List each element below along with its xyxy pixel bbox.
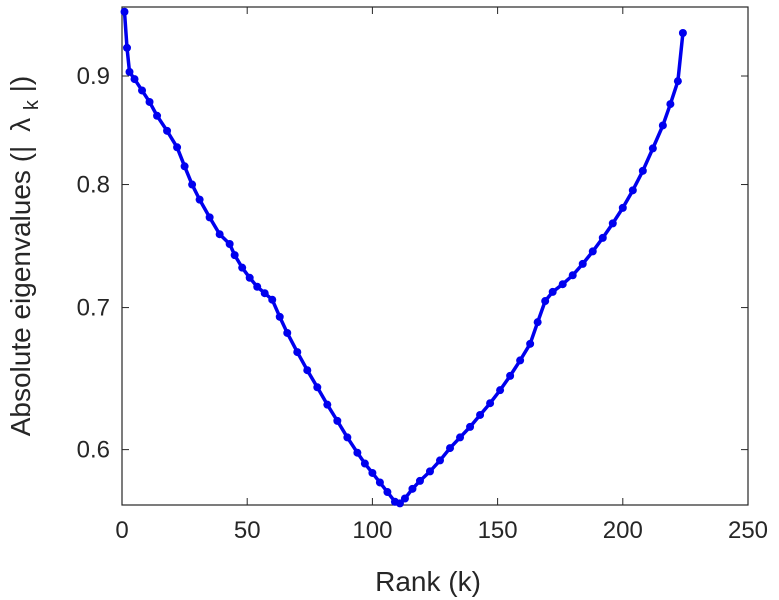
data-point xyxy=(293,348,302,357)
x-tick-label: 50 xyxy=(234,517,261,544)
data-point xyxy=(253,282,262,291)
x-tick-label: 100 xyxy=(352,517,392,544)
data-point xyxy=(425,467,434,476)
data-point xyxy=(476,410,485,419)
x-axis-label: Rank (k) xyxy=(375,566,481,597)
data-point xyxy=(245,273,254,282)
data-point xyxy=(400,494,409,503)
data-point xyxy=(215,230,224,239)
data-point xyxy=(138,86,147,95)
data-point xyxy=(466,422,475,431)
data-point xyxy=(658,121,667,130)
data-point xyxy=(496,386,505,395)
data-point xyxy=(506,371,515,380)
y-axis-label-subscript: k xyxy=(21,99,43,110)
data-point xyxy=(383,488,392,497)
data-point xyxy=(408,484,417,493)
data-point xyxy=(353,448,362,457)
data-point xyxy=(275,312,284,321)
data-point xyxy=(323,400,332,409)
y-tick-label: 0.7 xyxy=(77,295,110,322)
y-tick-label: 0.9 xyxy=(77,63,110,90)
data-point xyxy=(673,77,682,86)
y-axis-label-prefix: Absolute eigenvalues (| xyxy=(5,146,36,437)
data-point xyxy=(486,399,495,408)
y-tick-labels: 0.6 0.7 0.8 0.9 xyxy=(77,63,110,464)
data-point xyxy=(446,444,455,453)
data-point xyxy=(678,29,687,38)
y-tick-label: 0.6 xyxy=(77,437,110,464)
data-point xyxy=(145,97,154,106)
y-tick-label: 0.8 xyxy=(77,172,110,199)
x-tick-label: 0 xyxy=(115,517,128,544)
data-point xyxy=(360,459,369,468)
data-point xyxy=(120,7,129,16)
data-point xyxy=(130,75,139,84)
data-point xyxy=(230,251,239,260)
data-point xyxy=(333,416,342,425)
y-axis-label-symbol: λ xyxy=(5,118,36,132)
data-point xyxy=(283,328,292,337)
data-point xyxy=(618,203,627,212)
data-point xyxy=(153,111,162,120)
data-point xyxy=(533,318,542,327)
data-point xyxy=(375,478,384,487)
data-point xyxy=(548,287,557,296)
data-point xyxy=(526,339,535,348)
data-point xyxy=(163,126,172,135)
data-point xyxy=(588,247,597,256)
data-point xyxy=(578,259,587,268)
data-point xyxy=(638,166,647,175)
data-point xyxy=(303,366,312,375)
data-point xyxy=(225,240,234,249)
data-point xyxy=(436,456,445,465)
data-point xyxy=(395,499,404,508)
data-point xyxy=(123,43,132,52)
data-point xyxy=(541,297,550,306)
x-tick-label: 200 xyxy=(603,517,643,544)
x-tick-label: 150 xyxy=(478,517,518,544)
data-point xyxy=(195,195,204,204)
data-point xyxy=(415,476,424,485)
ticks xyxy=(121,7,749,505)
y-axis-label: Absolute eigenvalues (| λ k |) xyxy=(5,76,44,437)
data-point xyxy=(205,213,214,222)
data-point xyxy=(456,433,465,442)
data-point xyxy=(188,180,197,189)
data-point xyxy=(125,67,134,76)
data-point xyxy=(558,280,567,289)
series-points xyxy=(120,7,687,508)
data-point xyxy=(516,356,525,365)
data-point xyxy=(173,143,182,152)
data-point xyxy=(666,100,675,109)
data-point xyxy=(260,289,269,298)
plot-area-frame xyxy=(121,6,749,506)
data-point xyxy=(368,468,377,477)
data-point xyxy=(238,263,247,272)
data-point xyxy=(628,186,637,195)
data-point xyxy=(608,219,617,228)
data-point xyxy=(343,433,352,442)
data-point xyxy=(598,233,607,242)
data-point xyxy=(268,295,277,304)
data-point xyxy=(313,383,322,392)
x-tick-labels: 0 50 100 150 200 250 xyxy=(115,517,768,544)
data-point xyxy=(180,162,189,171)
y-axis-label-suffix: |) xyxy=(5,76,36,93)
data-point xyxy=(648,144,657,153)
x-tick-label: 250 xyxy=(728,517,768,544)
data-point xyxy=(568,271,577,280)
